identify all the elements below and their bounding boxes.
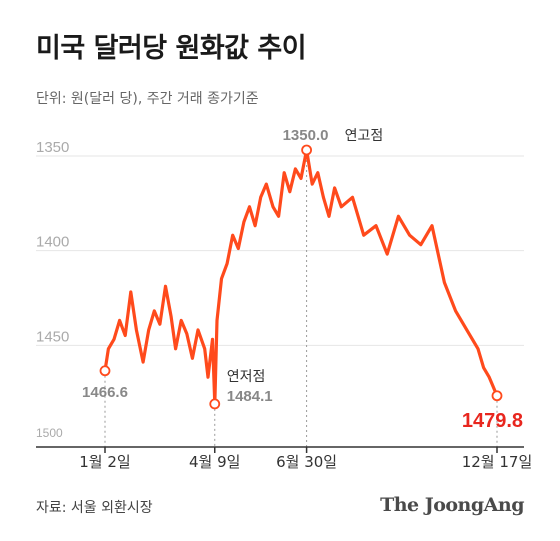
x-tick-label: 6월 30일 [276, 453, 337, 471]
label-high-value: 1350.0 [283, 127, 329, 144]
x-tick-label: 12월 17일 [462, 453, 533, 471]
chart-title: 미국 달러당 원화값 추이 [36, 33, 307, 64]
label-start-value: 1466.6 [82, 384, 128, 401]
guide-lines [104, 155, 498, 447]
y-tick-label: 1500 [36, 426, 63, 440]
y-tick-label: 1350 [36, 139, 69, 156]
marker-start [99, 365, 111, 377]
label-low-title: 연저점 [227, 369, 266, 385]
y-axis-ticks: 1350 1400 1450 1500 [36, 139, 69, 440]
publisher-logo: The JoongAng [380, 494, 524, 516]
marker-end [491, 390, 503, 402]
source-note: 자료: 서울 외환시장 [36, 500, 153, 516]
x-axis-ticks: 1월 2일 4월 9일 6월 30일 12월 17일 [36, 446, 533, 471]
label-end-value: 1479.8 [462, 410, 523, 432]
annotation-markers [99, 144, 503, 410]
series-line [103, 148, 499, 406]
marker-low [209, 398, 221, 410]
annotation-labels: 1466.6 연저점 1484.1 1350.0 연고점 1479.8 [82, 127, 523, 432]
marker-high [301, 144, 313, 156]
y-tick-label: 1450 [36, 328, 69, 345]
x-tick-label: 1월 2일 [79, 453, 130, 471]
label-high-title: 연고점 [345, 128, 384, 144]
series-line-path [103, 148, 499, 406]
x-tick-label: 4월 9일 [189, 453, 240, 471]
y-tick-label: 1400 [36, 234, 69, 251]
label-low-value: 1484.1 [227, 388, 273, 405]
gridlines [36, 155, 524, 346]
chart-subtitle: 단위: 원(달러 당), 주간 거래 종가기준 [36, 91, 259, 107]
